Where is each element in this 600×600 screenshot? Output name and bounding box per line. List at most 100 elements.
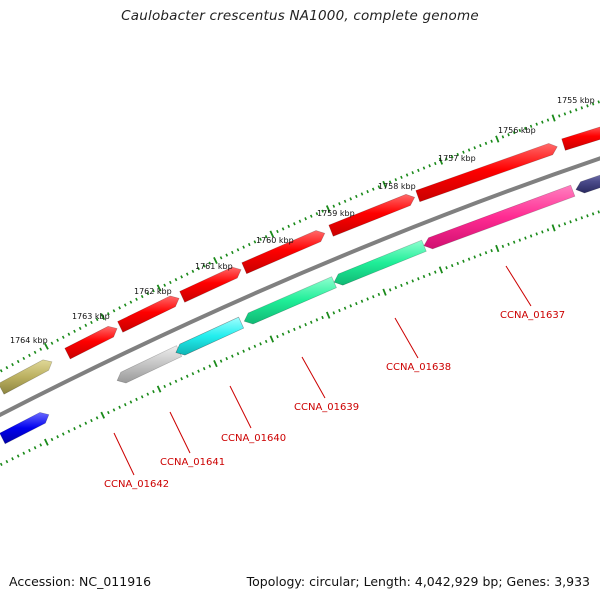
leader-line [394, 317, 419, 359]
tick-mark [349, 197, 353, 201]
tick-mark [507, 133, 510, 137]
tick-mark [174, 278, 178, 282]
kbp-label: 1760 kbp [256, 236, 294, 245]
tick-mark [438, 157, 444, 165]
tick-mark [456, 152, 460, 157]
tick-mark [146, 292, 150, 296]
tick-mark [507, 242, 510, 246]
tick-mark [490, 249, 493, 253]
tick-mark [225, 253, 229, 257]
tick-mark [586, 214, 589, 218]
tick-mark [546, 228, 550, 232]
tick-mark [467, 257, 471, 261]
tick-mark [11, 362, 14, 367]
tick-mark [462, 150, 465, 154]
tick-mark [135, 397, 138, 402]
tick-mark [208, 261, 212, 265]
tick-mark [231, 354, 234, 358]
gene-label: CCNA_01637 [500, 310, 565, 321]
kbp-label: 1763 kbp [72, 312, 110, 321]
tick-mark [100, 313, 106, 321]
tick-mark [372, 295, 375, 299]
tick-mark [67, 332, 71, 336]
tick-mark [276, 334, 279, 339]
tick-mark [129, 300, 133, 304]
kbp-labels: 1755 kbp 1756 kbp 1757 kbp 1758 kbp 1759… [10, 96, 595, 345]
tick-mark [264, 235, 268, 239]
tick-mark [140, 294, 144, 299]
tick-mark [428, 164, 431, 168]
tick-mark [524, 126, 527, 130]
gene-feature [328, 193, 416, 237]
gene-feature [423, 184, 576, 250]
tick-mark [135, 297, 138, 301]
tick-mark [242, 349, 245, 353]
tick-mark [558, 114, 561, 118]
tick-mark [123, 303, 127, 307]
tick-mark [50, 437, 54, 442]
tick-mark [180, 275, 183, 279]
gene-label: CCNA_01639 [294, 402, 359, 413]
kbp-label: 1757 kbp [438, 154, 476, 163]
tick-mark [574, 108, 578, 112]
gene-feature [561, 126, 600, 151]
leader-line [113, 432, 135, 476]
tick-mark [43, 342, 49, 350]
tick-mark [112, 309, 116, 313]
tick-mark [529, 234, 533, 238]
gene-feature [175, 316, 244, 356]
gene-feature [64, 325, 118, 360]
tick-mark [529, 124, 533, 128]
tick-mark [462, 259, 465, 263]
gene-feature [333, 239, 427, 286]
tick-mark [208, 364, 212, 368]
tick-mark [78, 424, 82, 428]
forward-strand-features [0, 126, 600, 395]
tick-mark [61, 432, 65, 436]
tick-mark [366, 297, 369, 301]
tick-mark [39, 443, 43, 447]
tick-mark [213, 360, 218, 368]
tick-mark [518, 238, 522, 242]
tick-mark [360, 192, 364, 196]
tick-mark [326, 311, 331, 319]
tick-mark [28, 448, 31, 453]
tick-mark [315, 318, 319, 322]
tick-mark [22, 356, 26, 361]
tick-mark [56, 435, 59, 439]
tick-mark [253, 344, 257, 348]
tick-mark [524, 236, 527, 240]
gene-feature [415, 143, 558, 203]
tick-mark [219, 359, 223, 363]
tick-mark [276, 229, 279, 234]
tick-mark [95, 317, 99, 322]
tick-mark [197, 369, 200, 373]
kbp-label: 1756 kbp [498, 126, 536, 135]
tick-mark [495, 135, 500, 143]
tick-mark [22, 451, 26, 455]
tick-mark [541, 120, 544, 124]
tick-mark [546, 118, 550, 122]
tick-mark [580, 216, 584, 220]
tick-mark [563, 112, 567, 116]
tick-mark [281, 227, 285, 231]
tick-mark [39, 347, 43, 351]
kbp-label: 1758 kbp [378, 182, 416, 191]
tick-mark [264, 339, 268, 344]
tick-mark [107, 312, 110, 316]
tick-mark [118, 306, 121, 310]
tick-mark [355, 194, 358, 199]
tick-mark [11, 457, 14, 461]
tick-mark [405, 173, 409, 177]
tick-mark [152, 390, 155, 394]
tick-mark [213, 256, 218, 265]
tick-mark [484, 141, 488, 145]
tick-mark [287, 330, 291, 334]
tick-mark [484, 251, 488, 255]
tick-mark [67, 429, 71, 433]
tick-mark [169, 382, 172, 386]
tick-mark [512, 131, 516, 135]
gene-label: CCNA_01641 [160, 457, 225, 468]
tick-mark [152, 289, 155, 293]
